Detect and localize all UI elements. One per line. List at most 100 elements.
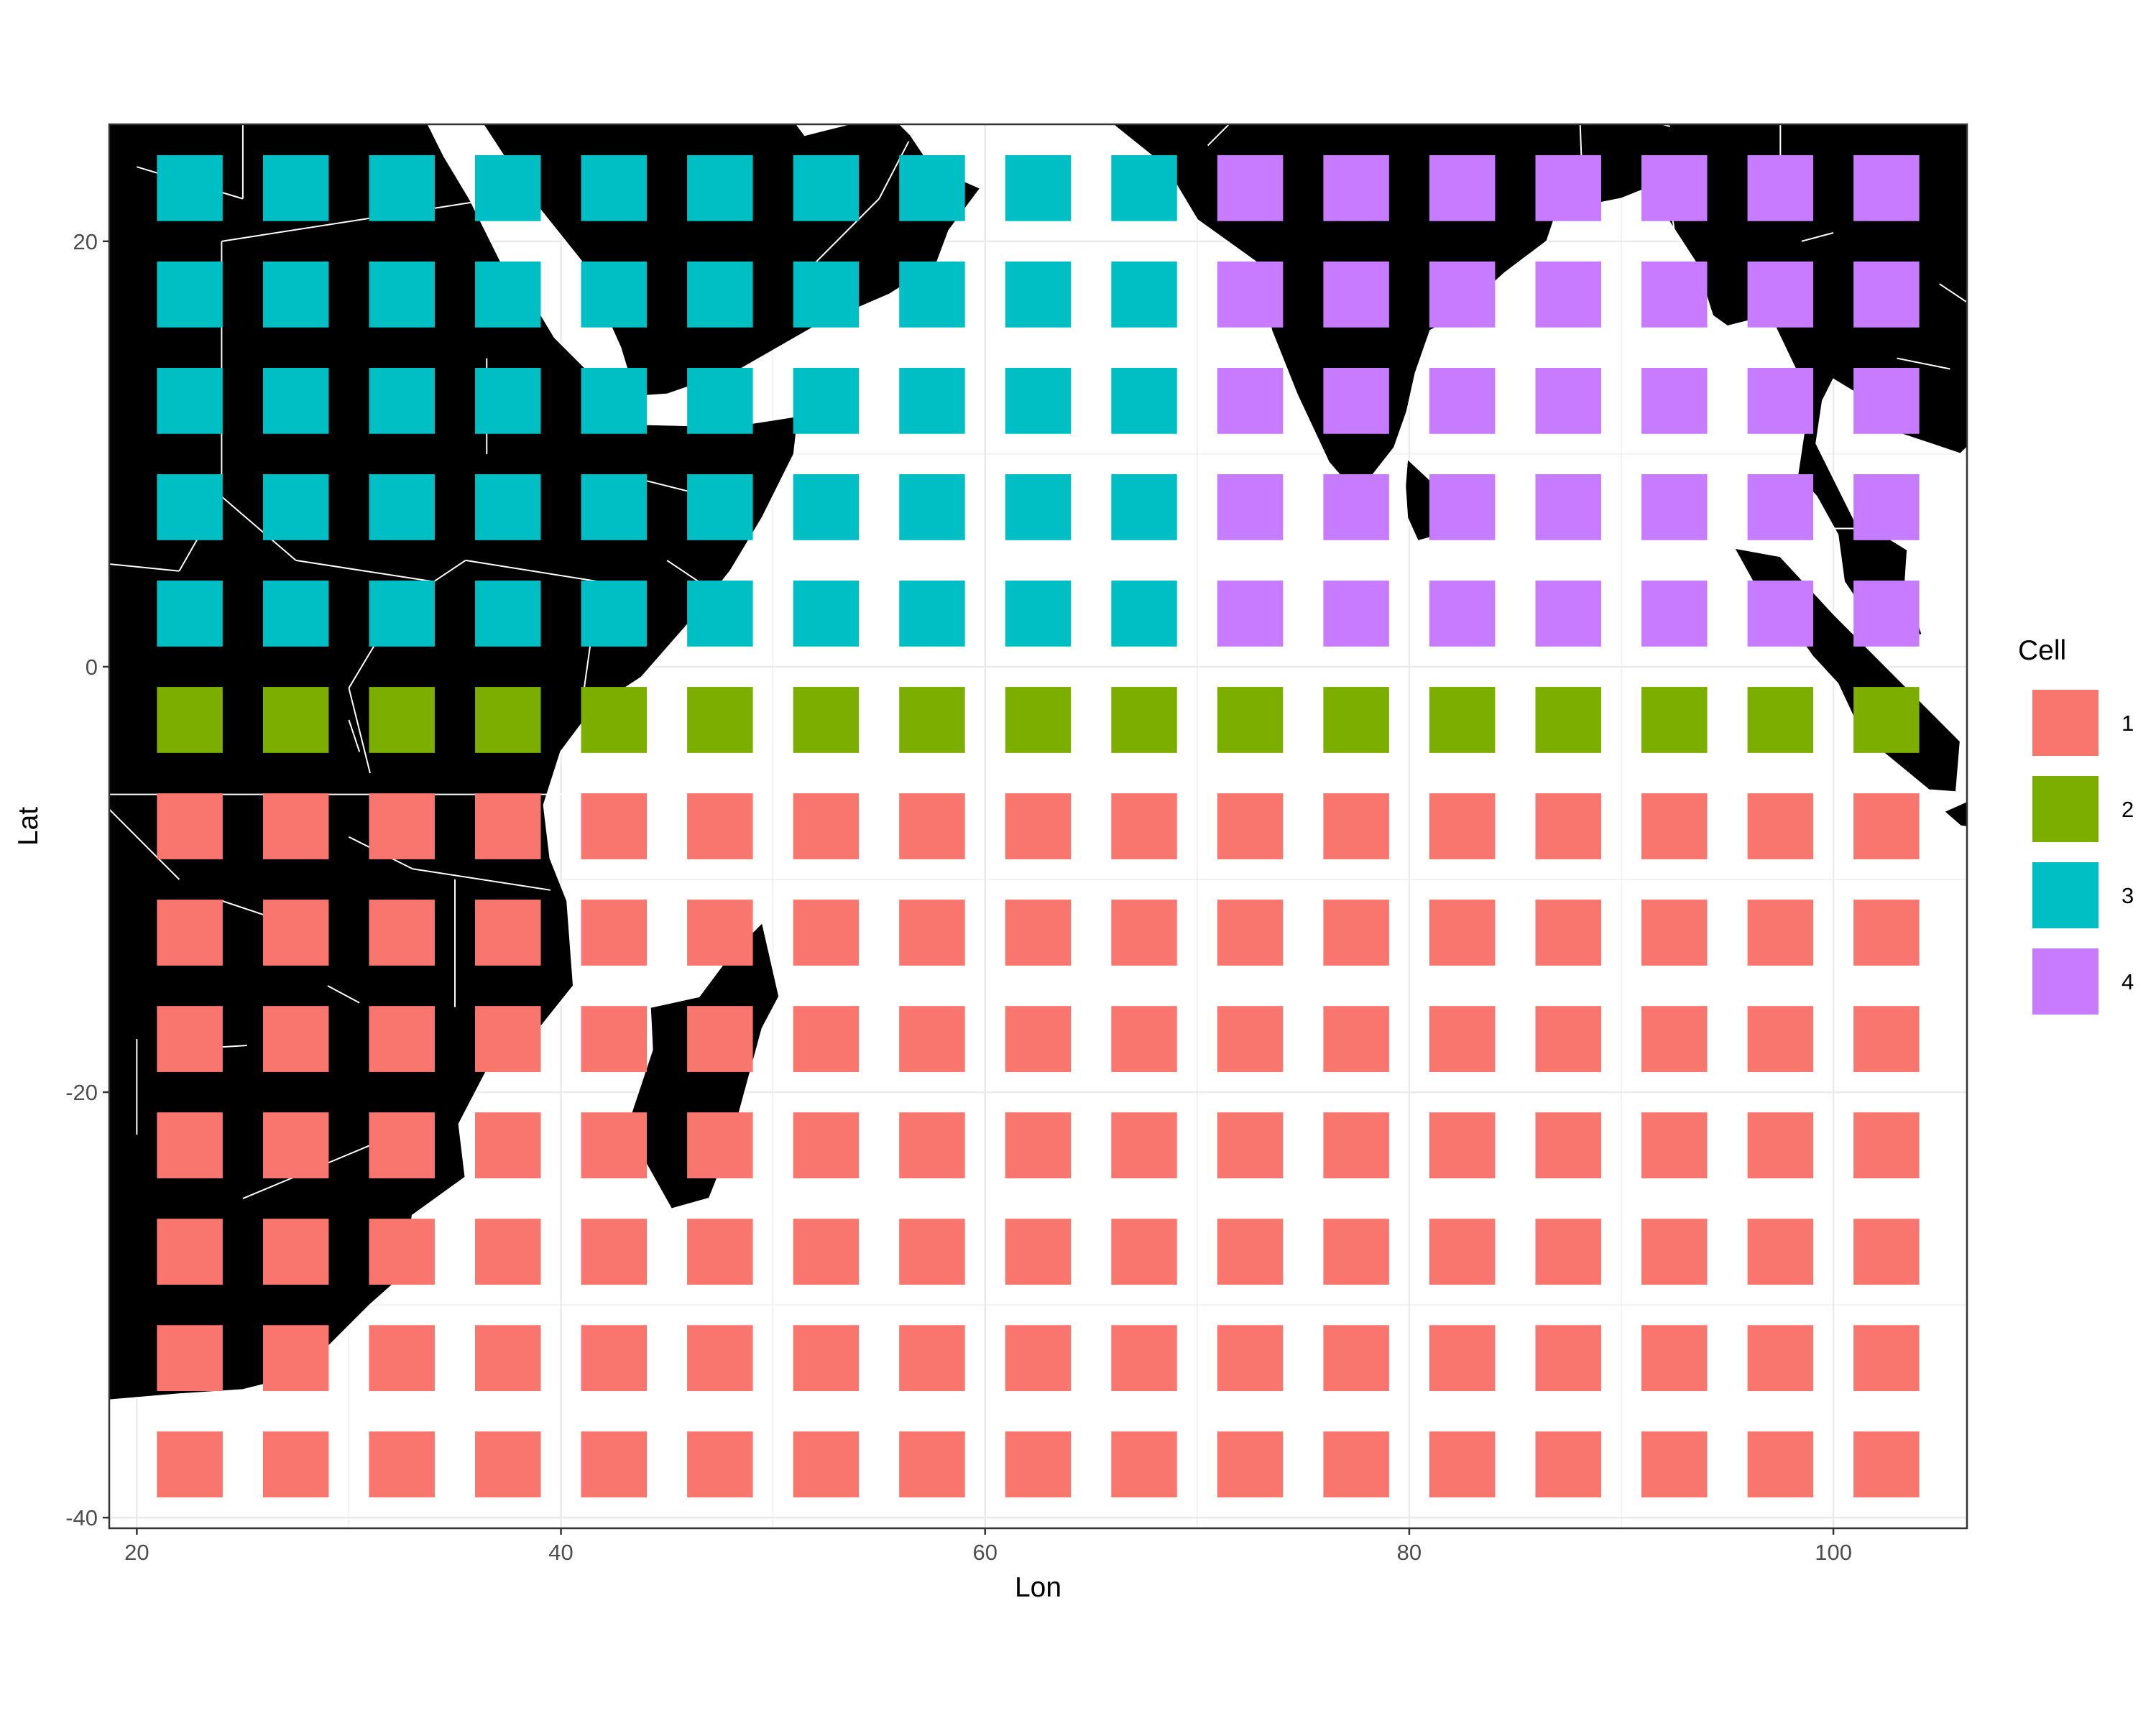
legend-label-4: 4 (2122, 969, 2134, 994)
cell-3 (369, 154, 435, 221)
cell-3 (687, 154, 753, 221)
cell-3 (899, 581, 965, 647)
cell-1 (475, 793, 541, 859)
cell-2 (581, 687, 648, 753)
cell-4 (1747, 154, 1814, 221)
cell-1 (687, 1006, 753, 1072)
cell-1 (475, 1325, 541, 1392)
cell-1 (157, 1219, 223, 1285)
cell-4 (1323, 261, 1389, 328)
cell-1 (1853, 1431, 1920, 1498)
cell-1 (369, 1431, 435, 1498)
cell-1 (369, 900, 435, 966)
cell-1 (369, 793, 435, 859)
cell-1 (1853, 1219, 1920, 1285)
cell-4 (1323, 154, 1389, 221)
cell-1 (1853, 793, 1920, 859)
legend-key-3 (2032, 862, 2099, 928)
cell-1 (1323, 1431, 1389, 1498)
cell-1 (1429, 1325, 1496, 1392)
cell-1 (687, 793, 753, 859)
country-border (1897, 357, 1950, 370)
cell-1 (581, 1006, 648, 1072)
cell-1 (1853, 900, 1920, 966)
cell-1 (1747, 1006, 1814, 1072)
cell-3 (475, 261, 541, 328)
cell-2 (1005, 687, 1072, 753)
cell-1 (1747, 1431, 1814, 1498)
cell-1 (475, 1112, 541, 1178)
cell-3 (687, 367, 753, 434)
country-border (295, 559, 434, 583)
cell-1 (1323, 1325, 1389, 1392)
cell-3 (687, 474, 753, 540)
cell-4 (1429, 154, 1496, 221)
cell-4 (1323, 474, 1389, 540)
cell-1 (1217, 1006, 1284, 1072)
cell-3 (157, 154, 223, 221)
cell-4 (1641, 367, 1708, 434)
country-border (109, 563, 180, 572)
cell-3 (687, 261, 753, 328)
cell-2 (1535, 687, 1601, 753)
cell-1 (581, 900, 648, 966)
cell-3 (1005, 367, 1072, 434)
cell-1 (1641, 793, 1708, 859)
x-tick-label: 20 (124, 1540, 149, 1565)
cell-4 (1217, 154, 1284, 221)
cell-4 (1217, 367, 1284, 434)
cell-1 (157, 900, 223, 966)
country-border (878, 141, 910, 200)
cell-3 (899, 261, 965, 328)
cell-3 (262, 154, 329, 221)
cell-3 (475, 154, 541, 221)
cell-4 (1217, 581, 1284, 647)
cell-3 (157, 261, 223, 328)
cell-2 (1429, 687, 1496, 753)
cell-1 (157, 1006, 223, 1072)
cell-1 (1429, 1112, 1496, 1178)
cell-1 (1429, 793, 1496, 859)
cell-1 (475, 900, 541, 966)
cell-4 (1323, 581, 1389, 647)
cell-1 (793, 793, 860, 859)
cell-1 (581, 1219, 648, 1285)
cell-3 (1111, 367, 1177, 434)
cell-3 (157, 474, 223, 540)
cell-3 (687, 581, 753, 647)
cell-1 (1535, 1431, 1601, 1498)
cell-1 (1111, 900, 1177, 966)
cell-1 (475, 1006, 541, 1072)
cell-3 (793, 367, 860, 434)
cell-1 (687, 1325, 753, 1392)
cell-1 (1853, 1006, 1920, 1072)
cell-1 (1535, 1006, 1601, 1072)
y-tick-label: -40 (65, 1505, 98, 1530)
country-border (433, 560, 466, 583)
legend-label-1: 1 (2122, 711, 2134, 736)
cell-3 (369, 367, 435, 434)
cell-1 (1535, 793, 1601, 859)
legend-key-2 (2032, 776, 2099, 842)
cell-2 (1747, 687, 1814, 753)
cell-2 (262, 687, 329, 753)
y-tick-label: 0 (86, 655, 98, 680)
cell-1 (687, 1219, 753, 1285)
cell-1 (1111, 1112, 1177, 1178)
cell-4 (1323, 367, 1389, 434)
cell-1 (369, 1325, 435, 1392)
cell-3 (475, 474, 541, 540)
x-axis-title: Lon (1015, 1572, 1061, 1603)
cell-1 (262, 1431, 329, 1498)
cell-3 (1111, 474, 1177, 540)
cell-1 (793, 1006, 860, 1072)
cell-1 (262, 793, 329, 859)
cell-3 (793, 154, 860, 221)
cell-1 (1535, 1325, 1601, 1392)
cell-1 (262, 1219, 329, 1285)
x-tick-label: 40 (548, 1540, 573, 1565)
cell-4 (1429, 367, 1496, 434)
cell-1 (1005, 793, 1072, 859)
